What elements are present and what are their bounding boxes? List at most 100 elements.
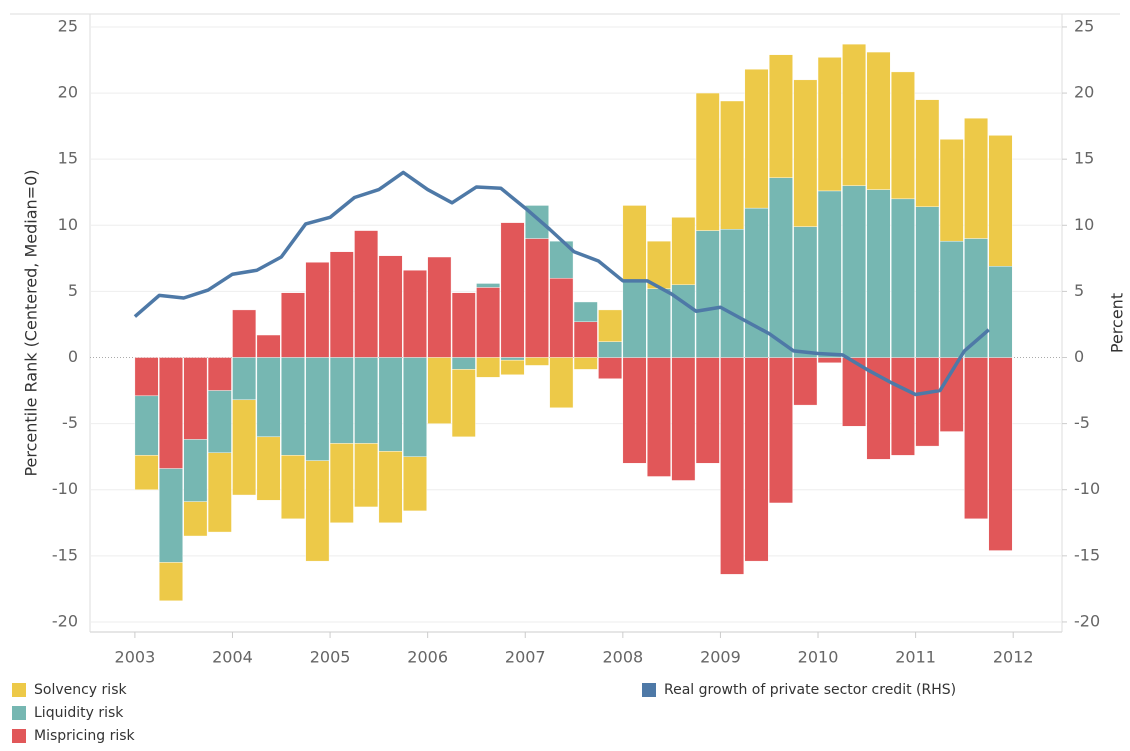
y2-tick-label: 10 <box>1074 215 1094 234</box>
bar-segment <box>525 357 549 366</box>
bar-segment <box>159 357 183 469</box>
legend-swatch <box>12 683 26 697</box>
bar-segment <box>183 357 208 440</box>
bar-segment <box>451 369 476 438</box>
bar-segment <box>207 390 232 453</box>
bar-segment <box>598 309 623 342</box>
y-tick-label: 5 <box>68 281 78 300</box>
bar-segment <box>403 456 427 512</box>
bar-segment <box>744 69 769 209</box>
bar-segment <box>403 357 427 457</box>
bar-segment <box>427 357 452 424</box>
bar-segment <box>256 357 281 438</box>
legend-label: Liquidity risk <box>34 705 124 721</box>
y2-axis-title: Percent <box>1108 293 1127 353</box>
bar-segment <box>988 135 1013 267</box>
legend: Solvency risk Liquidity risk Mispricing ri… <box>12 682 956 744</box>
bar-segment <box>183 501 208 537</box>
legend-swatch <box>12 729 26 743</box>
y2-tick-label: 0 <box>1074 347 1084 366</box>
y-tick-label: -20 <box>52 611 78 630</box>
bar-segment <box>573 301 598 323</box>
bar-segment <box>817 190 842 358</box>
bar-segment <box>232 399 257 496</box>
y2-tick-label: 25 <box>1074 16 1094 35</box>
legend-swatch <box>12 706 26 720</box>
y-tick-label: -10 <box>52 479 78 498</box>
y-tick-label: 0 <box>68 347 78 366</box>
bar-segment <box>769 177 793 358</box>
bar-segment <box>842 185 867 358</box>
bar-segment <box>427 256 452 358</box>
bar-segment <box>866 189 891 358</box>
bar-segment <box>378 451 403 523</box>
bar-segment <box>525 238 549 358</box>
bar-segment <box>720 229 745 358</box>
bar-segment <box>354 443 379 508</box>
y-tick-label: -15 <box>52 545 78 564</box>
y-tick-label: 15 <box>58 149 78 168</box>
bar-segment <box>866 51 891 190</box>
bar-segment <box>305 357 330 461</box>
x-tick-label: 2008 <box>602 648 643 667</box>
bar-segment <box>915 99 940 207</box>
bar-segment <box>378 255 403 358</box>
bar-segment <box>549 357 574 408</box>
legend-swatch <box>642 683 656 697</box>
bar-segment <box>451 357 476 370</box>
bar-segment <box>598 341 623 358</box>
bar-segment <box>769 357 793 504</box>
bar-segment <box>695 92 720 231</box>
bar-segment <box>964 117 989 239</box>
bar-segment <box>622 280 647 358</box>
y2-tick-label: -15 <box>1074 545 1100 564</box>
y2-tick-label: -5 <box>1074 413 1090 432</box>
bar-segment <box>256 334 281 358</box>
bar-segment <box>964 357 989 520</box>
bar-segment <box>378 357 403 452</box>
bar-segment <box>817 57 842 192</box>
bar-segment <box>232 357 257 401</box>
bar-segment <box>476 357 501 378</box>
bar-segment <box>329 251 354 358</box>
bar-segment <box>451 292 476 358</box>
bar-segment <box>671 217 696 285</box>
x-tick-label: 2007 <box>505 648 546 667</box>
bar-segment <box>573 357 598 370</box>
bar-segment <box>988 357 1013 551</box>
bar-segment <box>305 262 330 358</box>
bar-segment <box>671 357 696 481</box>
x-tick-label: 2010 <box>798 648 839 667</box>
bar-segment <box>622 357 647 464</box>
bar-segment <box>793 357 818 406</box>
bar-segment <box>159 468 183 563</box>
bar-segment <box>403 270 427 358</box>
bar-segment <box>720 357 745 575</box>
y2-tick-label: -20 <box>1074 611 1100 630</box>
bar-segment <box>305 460 330 562</box>
x-tick-label: 2009 <box>700 648 741 667</box>
bar-segment <box>915 206 940 358</box>
y-tick-label: 10 <box>58 215 78 234</box>
bar-segment <box>549 277 574 358</box>
bar-segment <box>281 357 305 456</box>
x-tick-label: 2005 <box>310 648 351 667</box>
bar-segment <box>622 205 647 282</box>
x-tick-label: 2003 <box>115 648 156 667</box>
bar-segment <box>476 287 501 358</box>
bar-segment <box>695 230 720 358</box>
bar-segment <box>500 357 525 361</box>
bar-segment <box>769 54 793 178</box>
legend-label: Real growth of private sector credit (RH… <box>664 682 956 698</box>
bar-segment <box>793 79 818 227</box>
bar-segment <box>939 139 964 242</box>
bar-segment <box>183 439 208 502</box>
bar-segment <box>915 357 940 447</box>
y-tick-label: 20 <box>58 83 78 102</box>
x-tick-label: 2004 <box>212 648 253 667</box>
bar-segment <box>134 455 159 490</box>
bar-segment <box>476 283 501 288</box>
bar-segment <box>281 455 305 520</box>
y-tick-label: -5 <box>62 413 78 432</box>
